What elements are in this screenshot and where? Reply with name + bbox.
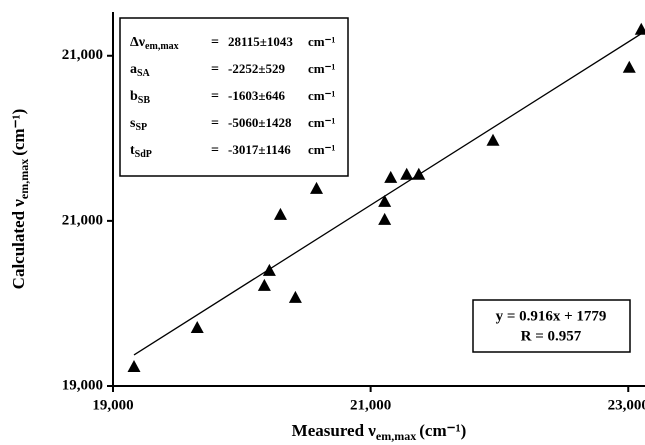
parameter-value: -2252±529 <box>228 61 285 76</box>
fit-line <box>133 33 642 356</box>
parameter-unit: cm⁻¹ <box>308 115 335 130</box>
parameter-box <box>119 17 349 177</box>
parameter-unit: cm⁻¹ <box>308 61 335 76</box>
y-axis-title-main: Calculated ν <box>9 199 28 290</box>
parameter-symbol: Δνem,max <box>130 35 179 52</box>
parameter-symbol-main: t <box>130 143 135 158</box>
point <box>384 170 398 183</box>
x-axis-title: Measured νem,max (cm⁻¹) <box>292 421 467 443</box>
parameter-symbol-sub: em,max <box>145 41 179 52</box>
y-tick-label: 21,000 <box>62 47 103 63</box>
y-tick-label: 19,000 <box>62 377 103 393</box>
parameter-symbol-main: s <box>130 116 136 131</box>
parameter-symbol-sub: SB <box>138 95 151 106</box>
point <box>486 133 500 146</box>
parameter-value: -1603±646 <box>228 88 285 103</box>
fit-box <box>472 299 631 353</box>
point <box>310 181 324 194</box>
parameter-symbol: sSP <box>130 116 147 133</box>
x-axis-title-main: Measured ν <box>292 421 377 440</box>
point <box>622 60 636 73</box>
parameter-equals: = <box>211 89 219 104</box>
point <box>412 167 426 180</box>
parameter-symbol-main: a <box>130 62 137 77</box>
parameter-equals: = <box>211 35 219 50</box>
parameter-symbol: tSdP <box>130 143 152 160</box>
point <box>378 194 392 207</box>
parameter-symbol: bSB <box>130 89 150 106</box>
parameter-unit: cm⁻¹ <box>308 88 335 103</box>
parameter-symbol-main: b <box>130 89 138 104</box>
point <box>288 290 302 303</box>
y-axis-title: Calculated νem,max (cm⁻¹) <box>9 109 31 290</box>
parameter-equals: = <box>211 62 219 77</box>
x-tick-label: 23,000 <box>608 397 645 413</box>
x-tick-label: 19,000 <box>92 397 133 413</box>
parameter-symbol: aSA <box>130 62 151 79</box>
parameter-unit: cm⁻¹ <box>308 34 335 49</box>
point <box>190 320 204 333</box>
point <box>127 360 141 373</box>
y-tick-label: 21,000 <box>62 212 103 228</box>
point <box>257 278 271 291</box>
parameter-value: 28115±1043 <box>228 34 293 49</box>
point <box>634 22 645 35</box>
fit-equation: y = 0.916x + 1779 <box>496 308 607 324</box>
parameter-equals: = <box>211 116 219 131</box>
parameter-value: -5060±1428 <box>228 115 292 130</box>
y-axis-title-unit: (cm⁻¹) <box>9 109 28 156</box>
parameter-symbol-main: Δν <box>130 35 146 50</box>
x-tick-label: 21,000 <box>350 397 391 413</box>
point <box>378 212 392 225</box>
point <box>400 167 414 180</box>
x-axis-title-sub: em,max <box>376 429 416 443</box>
x-axis-title-unit: (cm⁻¹) <box>419 421 466 440</box>
parameter-symbol-sub: SdP <box>135 149 152 160</box>
point <box>273 207 287 220</box>
parameter-symbol-sub: SP <box>135 122 147 133</box>
parameter-value: -3017±1146 <box>228 142 291 157</box>
parameter-equals: = <box>211 143 219 158</box>
y-axis-title-sub: em,max <box>17 159 31 199</box>
parameter-unit: cm⁻¹ <box>308 142 335 157</box>
point <box>262 263 276 276</box>
fit-r: R = 0.957 <box>521 328 582 344</box>
parameter-symbol-sub: SA <box>137 68 151 79</box>
